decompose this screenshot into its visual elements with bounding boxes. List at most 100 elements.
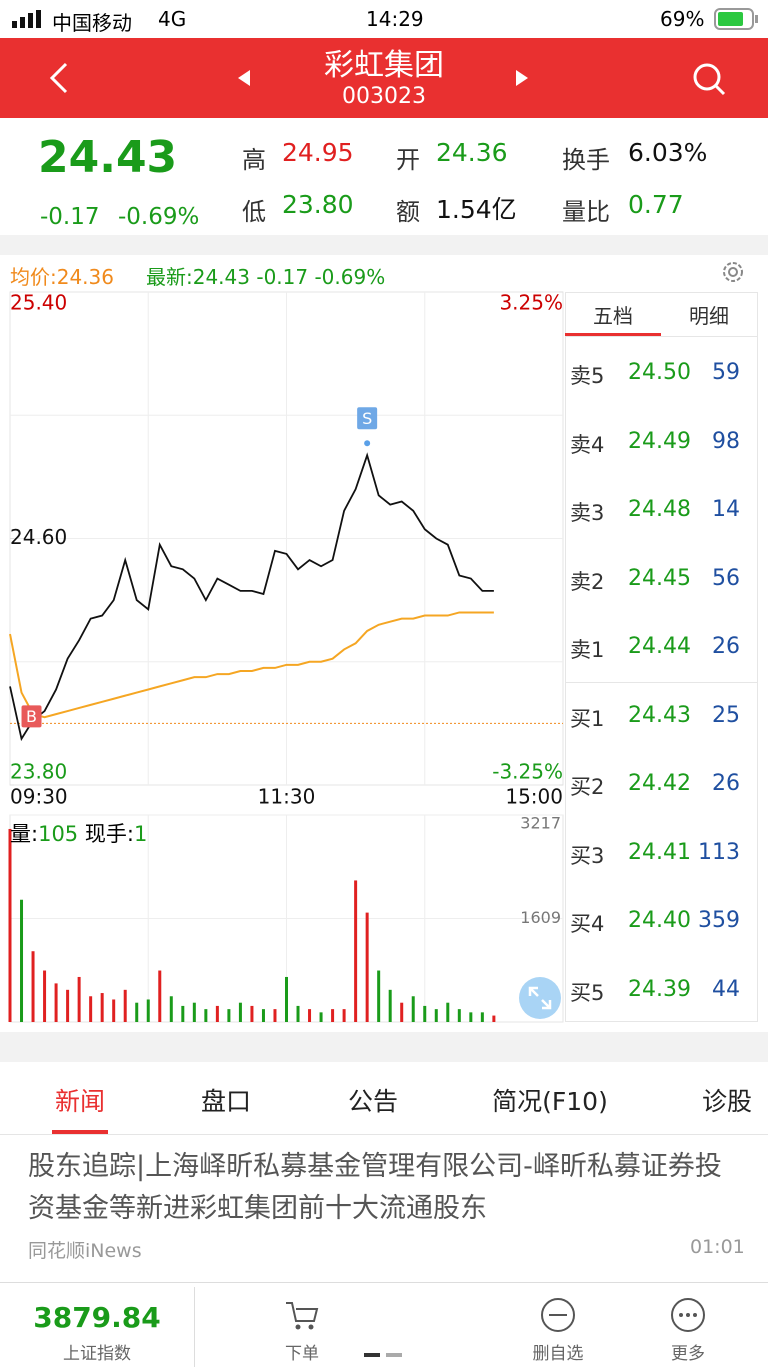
- avg-line: [9, 611, 494, 719]
- volume-bar: [285, 976, 288, 1022]
- volume-bar: [319, 1012, 323, 1022]
- book-label: 卖2: [570, 569, 605, 594]
- news-tab[interactable]: 诊股: [701, 1087, 752, 1116]
- hand-value: 1: [133, 822, 148, 846]
- news-time: 01:01: [690, 1236, 745, 1258]
- book-price: 24.49: [628, 428, 691, 454]
- book-price: 24.44: [628, 634, 691, 659]
- status-bar: 中国移动 4G 14:29 69%: [0, 0, 768, 38]
- bottom-item[interactable]: 删自选: [532, 1344, 584, 1364]
- book-volume: 98: [712, 428, 740, 454]
- field-label: 额: [396, 198, 420, 226]
- volume-bar: [8, 828, 12, 1022]
- buy-badge: [21, 705, 42, 728]
- y-tick-label: 23.80: [10, 760, 67, 784]
- book-volume: 14: [712, 497, 740, 522]
- signal-icon: [12, 10, 41, 28]
- volume-bar: [135, 1002, 139, 1022]
- book-label: 卖5: [570, 364, 605, 388]
- battery-icon: [714, 8, 758, 30]
- clock: 14:29: [366, 7, 424, 31]
- volume-bar: [31, 951, 35, 1022]
- volume-bar: [273, 1009, 277, 1022]
- separator: [0, 235, 768, 255]
- volume-bar: [331, 1009, 335, 1022]
- book-volume: 59: [712, 360, 740, 385]
- volume-label: 量:: [10, 822, 39, 846]
- book-label: 卖3: [570, 501, 605, 525]
- network: 4G: [158, 7, 187, 31]
- page-dot: [386, 1353, 402, 1357]
- tab-underline: [565, 333, 661, 336]
- volume-bar: [492, 1015, 496, 1022]
- book-label: 卖4: [570, 432, 605, 457]
- sell-signal: S: [362, 409, 372, 428]
- search-button[interactable]: [690, 60, 728, 98]
- remove-icon[interactable]: [540, 1297, 576, 1333]
- volume-info: 量:105 现手:1: [10, 818, 147, 848]
- news-tab[interactable]: 简况(F10): [492, 1087, 608, 1116]
- book-volume: 26: [712, 634, 740, 659]
- book-panel: [565, 292, 758, 1022]
- field-value: 1.54亿: [436, 195, 517, 224]
- news-tab[interactable]: 盘口: [200, 1087, 251, 1116]
- volume-bar: [227, 1009, 231, 1022]
- change-pct: -0.69%: [118, 204, 200, 230]
- next-stock[interactable]: [512, 68, 532, 88]
- field-value: 23.80: [282, 190, 354, 219]
- news-headline[interactable]: 股东追踪|上海峄昕私募基金管理有限公司-峄昕私募证券投资基金等新进彩虹集团前十大…: [28, 1151, 722, 1224]
- book-price: 24.48: [628, 497, 691, 522]
- news-tab[interactable]: 新闻: [54, 1087, 105, 1116]
- index-value[interactable]: 3879.84: [33, 1301, 161, 1334]
- index-name: 上证指数: [63, 1344, 131, 1364]
- field-value: 24.95: [282, 138, 354, 167]
- bottom-item[interactable]: 更多: [671, 1344, 705, 1364]
- book-label: 买5: [570, 980, 605, 1005]
- tab-underline: [52, 1130, 108, 1134]
- more-icon[interactable]: [670, 1297, 706, 1333]
- book-price: 24.50: [628, 360, 691, 385]
- book-price: 24.40: [628, 908, 691, 933]
- settings-button[interactable]: [720, 259, 746, 285]
- stock-name: 彩虹集团: [324, 48, 444, 83]
- buy-signal: B: [26, 707, 37, 726]
- book-price: 24.41: [628, 839, 691, 865]
- volume-bar: [480, 1012, 484, 1022]
- field-value: 6.03%: [628, 138, 708, 167]
- volume-bar: [423, 1005, 427, 1022]
- news-tab[interactable]: 公告: [347, 1087, 398, 1116]
- volume-bar: [215, 1005, 219, 1022]
- volume-bar: [342, 1009, 346, 1022]
- y-tick-label: 25.40: [10, 291, 67, 315]
- volume-bar: [123, 989, 127, 1022]
- volume-bar: [89, 996, 93, 1022]
- field-label: 换手: [562, 146, 610, 174]
- book-volume: 113: [698, 839, 740, 865]
- divider: [194, 1287, 195, 1367]
- bottom-item[interactable]: 下单: [285, 1344, 319, 1364]
- volume-bar: [43, 970, 47, 1022]
- tab-divider: [565, 336, 758, 337]
- tab-active[interactable]: 五档: [593, 304, 633, 328]
- order-icon[interactable]: [284, 1297, 320, 1333]
- book-price: 24.42: [628, 771, 691, 796]
- volume-bar: [354, 880, 358, 1022]
- y-tick-label: 1609: [520, 908, 561, 927]
- volume-bar: [261, 1009, 265, 1022]
- back-button[interactable]: [44, 60, 74, 96]
- tab[interactable]: 明细: [689, 304, 729, 328]
- volume-bar: [250, 1005, 254, 1022]
- page-dot: [364, 1353, 380, 1357]
- prev-stock[interactable]: [234, 68, 254, 88]
- volume-bar: [181, 1005, 185, 1022]
- carrier: 中国移动: [52, 11, 132, 35]
- expand-button[interactable]: [518, 976, 562, 1020]
- volume-bar: [238, 1002, 242, 1022]
- sell-badge: [357, 407, 378, 430]
- book-label: 卖1: [570, 638, 605, 662]
- book-volume: 56: [712, 565, 740, 591]
- y2-tick-label: -3.25%: [492, 760, 563, 784]
- volume-bar: [204, 1009, 208, 1022]
- volume-bar: [100, 993, 104, 1022]
